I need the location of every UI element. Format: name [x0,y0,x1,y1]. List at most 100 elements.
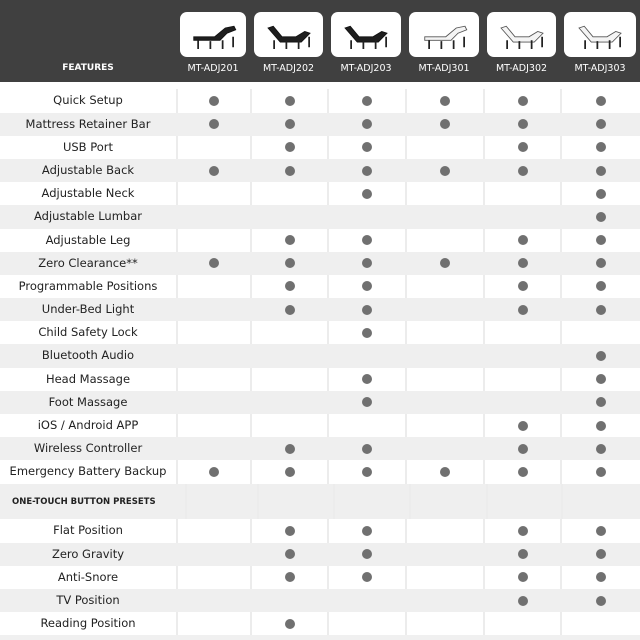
feature-cell [250,89,327,113]
table-row: TV Position [0,588,640,613]
feature-included-dot-icon [517,549,528,560]
feature-cell [405,542,483,566]
feature-cell [483,274,560,299]
feature-cell [483,414,560,438]
adjustable-bed-icon [424,25,468,49]
model-column-header: MT-ADJ302 [483,0,560,82]
model-name: MT-ADJ203 [340,63,392,74]
feature-included-dot-icon [596,188,606,199]
feature-included-dot-icon [362,281,372,292]
feature-cell [483,182,560,206]
table-row: Adjustable Lumbar [0,205,640,229]
feature-included-dot-icon [517,304,528,315]
feature-cell [560,519,640,543]
feature-included-dot-icon [517,281,528,292]
model-column-header: MT-ADJ202 [250,0,327,82]
feature-cell [327,519,405,543]
feature-included-dot-icon [362,188,372,199]
feature-cell [483,390,560,415]
feature-included-dot-icon [517,235,528,246]
feature-included-dot-icon [362,525,372,536]
feature-cell [176,390,250,415]
feature-cell [405,228,483,252]
feature-included-dot-icon [362,142,372,153]
feature-included-dot-icon [440,258,450,269]
feature-cell [250,321,327,345]
feature-label: TV Position [56,592,120,607]
feature-included-dot-icon [284,572,295,583]
feature-cell [405,205,483,229]
feature-cell [327,228,405,252]
feature-cell [176,205,250,229]
feature-cell [250,437,327,461]
feature-cell [250,135,327,159]
feature-cell [327,112,405,136]
feature-label: USB Port [62,139,114,154]
feature-cell [176,414,250,438]
model-name: MT-ADJ302 [495,63,548,74]
feature-cell [405,437,483,461]
feature-included-dot-icon [596,549,606,560]
section-header-row: ONE-TOUCH BUTTON PRESETS [0,483,640,520]
model-column-header: MT-ADJ303 [560,0,640,82]
feature-cell [405,89,483,113]
feature-cell [327,89,405,113]
feature-included-dot-icon [362,374,372,385]
feature-cell [327,321,405,345]
feature-cell [250,205,327,229]
feature-included-dot-icon [596,374,606,385]
feature-included-dot-icon [596,466,606,477]
adjustable-bed-icon [266,25,311,49]
feature-cell [250,367,327,391]
feature-label: Zero Gravity [51,546,125,561]
feature-label: Child Safety Lock [38,325,138,340]
feature-included-dot-icon [596,397,606,408]
feature-included-dot-icon [596,572,606,583]
bed-thumbnail [331,12,401,57]
feature-included-dot-icon [596,95,606,106]
feature-label: Head Massage [45,371,131,386]
feature-cell [483,519,560,543]
feature-cell [405,135,483,159]
feature-label: iOS / Android APP [37,418,139,433]
adjustable-bed-icon [344,25,388,49]
feature-included-dot-icon [517,466,528,477]
feature-included-dot-icon [596,351,606,362]
feature-included-dot-icon [209,258,219,269]
feature-included-dot-icon [596,304,606,315]
feature-cell [250,414,327,438]
feature-cell [250,251,327,275]
feature-cell [483,228,560,252]
feature-label: Adjustable Leg [45,232,131,247]
feature-included-dot-icon [362,304,372,315]
feature-cell [483,158,560,183]
feature-cell [485,483,562,520]
feature-included-dot-icon [209,119,219,130]
feature-included-dot-icon [284,95,295,106]
adjustable-bed-icon [499,25,544,49]
feature-cell [327,460,405,484]
table-row: Reading Position [0,612,640,636]
feature-included-dot-icon [284,549,295,560]
feature-included-dot-icon [362,572,372,583]
feature-cell [176,298,250,322]
feature-cell [176,182,250,206]
feature-included-dot-icon [517,165,528,176]
feature-cell [250,612,327,636]
feature-cell [405,112,483,136]
feature-cell [405,344,483,368]
feature-included-dot-icon [517,258,528,269]
feature-included-dot-icon [596,443,606,454]
feature-included-dot-icon [284,443,295,454]
feature-cell [176,367,250,391]
feature-included-dot-icon [517,420,528,431]
feature-label: Programmable Positions [18,278,158,293]
feature-included-dot-icon [284,142,295,153]
feature-cell [405,588,483,613]
feature-included-dot-icon [440,165,450,176]
feature-label: Emergency Battery Backup [9,464,167,479]
features-heading: FEATURES [62,63,114,73]
feature-label: Foot Massage [48,394,128,409]
section-title: ONE-TOUCH BUTTON PRESETS [12,496,156,507]
feature-included-dot-icon [209,466,219,477]
